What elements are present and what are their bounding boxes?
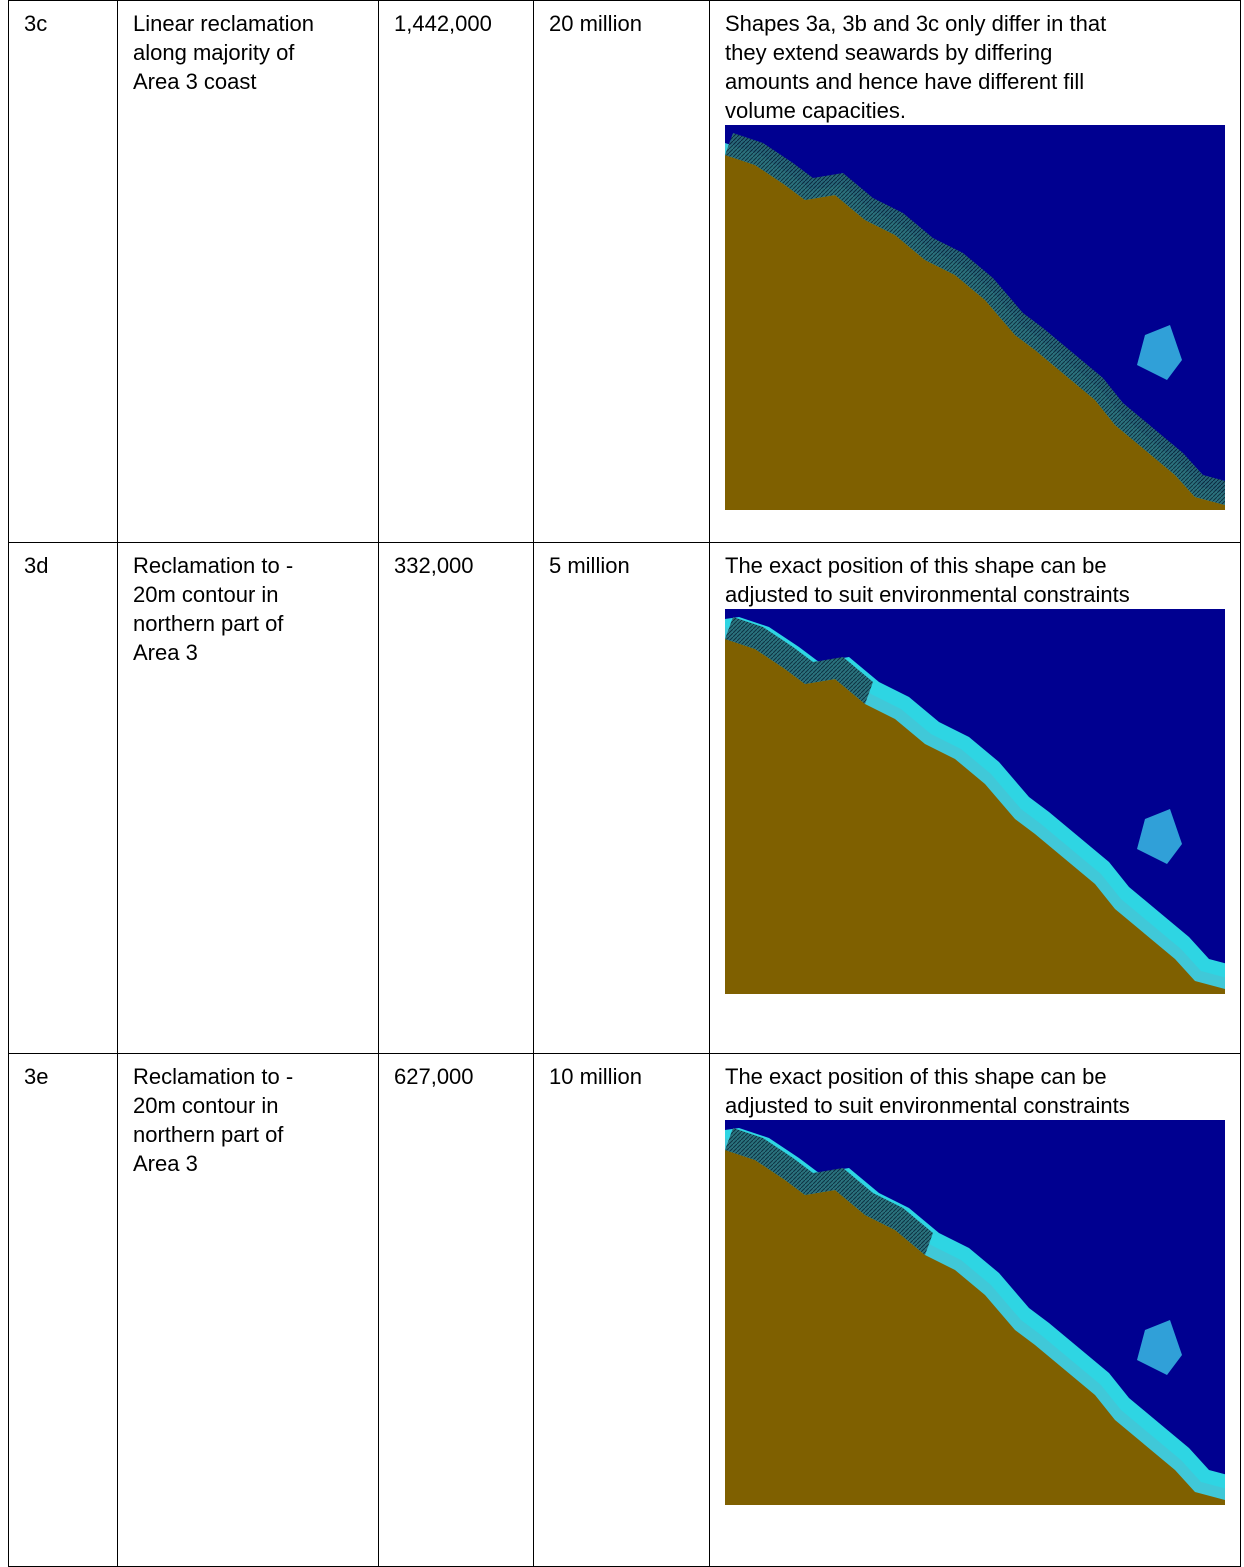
volume-cell: 5 million: [534, 543, 710, 1054]
description-line: 20m contour in: [133, 580, 378, 609]
id-cell: 3c: [9, 1, 118, 543]
area-cell: 627,000: [379, 1054, 534, 1567]
description-line: Area 3: [133, 1149, 378, 1178]
notes-line: The exact position of this shape can be: [725, 1062, 1240, 1091]
description-line: along majority of: [133, 38, 378, 67]
volume-text: 20 million: [549, 11, 642, 36]
description-line: northern part of: [133, 609, 378, 638]
area-text: 332,000: [394, 553, 474, 578]
notes-line: adjusted to suit environmental constrain…: [725, 580, 1240, 609]
notes-line: volume capacities.: [725, 96, 1240, 125]
area-cell: 332,000: [379, 543, 534, 1054]
volume-text: 10 million: [549, 1064, 642, 1089]
volume-cell: 20 million: [534, 1, 710, 543]
id-text: 3c: [24, 11, 47, 36]
notes-line: The exact position of this shape can be: [725, 551, 1240, 580]
description-line: northern part of: [133, 1120, 378, 1149]
notes-line: they extend seawards by differing: [725, 38, 1240, 67]
area-text: 1,442,000: [394, 11, 492, 36]
description-line: Area 3: [133, 638, 378, 667]
id-cell: 3e: [9, 1054, 118, 1567]
page: 3cLinear reclamationalong majority ofAre…: [0, 0, 1244, 1566]
description-line: Reclamation to -: [133, 1062, 378, 1091]
description-line: Reclamation to -: [133, 551, 378, 580]
volume-cell: 10 million: [534, 1054, 710, 1567]
notes-cell: Shapes 3a, 3b and 3c only differ in that…: [710, 1, 1241, 543]
area-text: 627,000: [394, 1064, 474, 1089]
description-line: 20m contour in: [133, 1091, 378, 1120]
volume-text: 5 million: [549, 553, 630, 578]
notes-line: adjusted to suit environmental constrain…: [725, 1091, 1240, 1120]
description-line: Linear reclamation: [133, 9, 378, 38]
coast-map: [725, 125, 1225, 510]
area-cell: 1,442,000: [379, 1, 534, 543]
notes-line: amounts and hence have different fill: [725, 67, 1240, 96]
id-cell: 3d: [9, 543, 118, 1054]
notes-line: Shapes 3a, 3b and 3c only differ in that: [725, 9, 1240, 38]
coast-map: [725, 1120, 1225, 1505]
coast-map: [725, 609, 1225, 994]
id-text: 3d: [24, 553, 48, 578]
id-text: 3e: [24, 1064, 48, 1089]
description-line: Area 3 coast: [133, 67, 378, 96]
